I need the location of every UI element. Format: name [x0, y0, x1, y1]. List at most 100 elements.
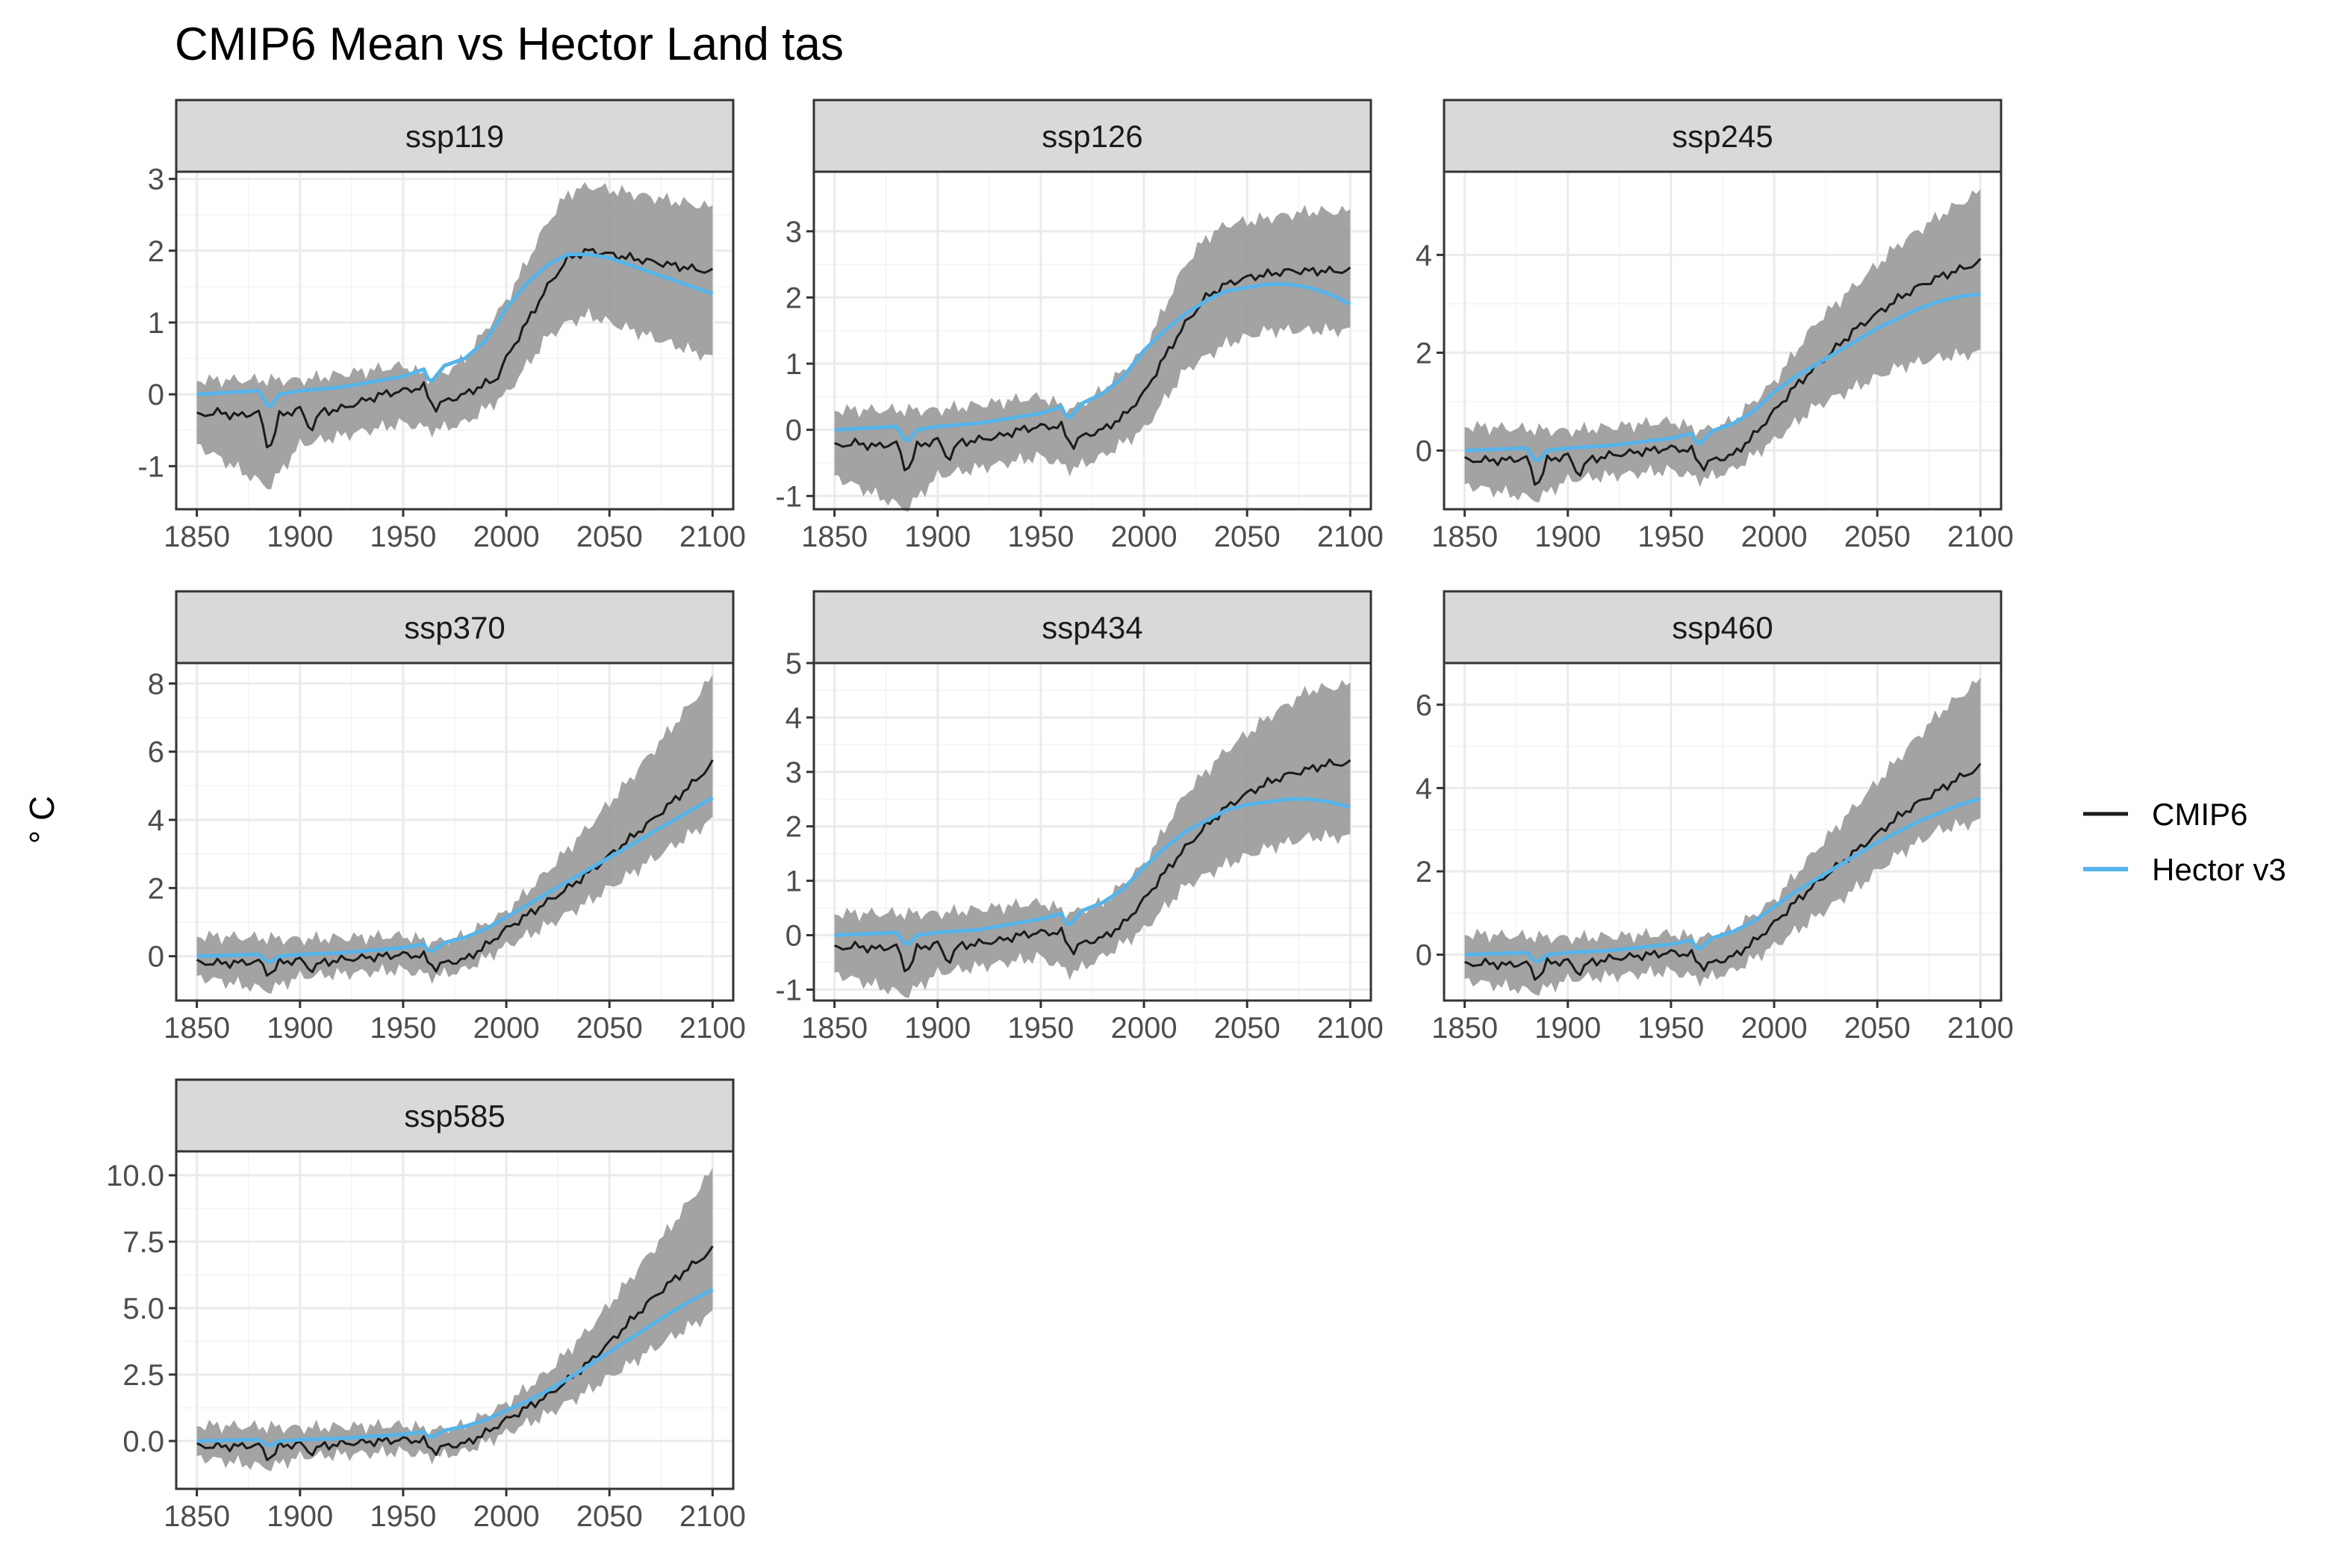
facet-strip-label: ssp460 — [1672, 610, 1773, 645]
facet-strip-label: ssp245 — [1672, 119, 1773, 154]
y-tick-label: 0 — [785, 920, 802, 953]
y-tick-label: 5.0 — [122, 1292, 164, 1325]
legend: CMIP6 Hector v3 — [2083, 797, 2286, 887]
legend-item: CMIP6 — [2083, 797, 2247, 832]
y-tick-label: 4 — [148, 804, 164, 837]
x-tick-label: 2100 — [1947, 520, 2014, 553]
y-tick-label: 1 — [785, 865, 802, 898]
x-tick-label: 1950 — [370, 520, 436, 553]
x-tick-label: 1950 — [1007, 520, 1074, 553]
x-tick-label: 1850 — [164, 1500, 230, 1533]
cmip6-range-band — [834, 205, 1351, 512]
cmip6-range-band — [1464, 189, 1981, 503]
x-tick-label: 2000 — [1111, 1012, 1177, 1045]
x-tick-label: 2000 — [1111, 520, 1177, 553]
cmip6-range-band — [1464, 677, 1981, 996]
facet-ssp126: ssp126 -1 0 1 2 3 1850 1900 1950 2000 2050 2100 — [775, 99, 1384, 553]
cmip6-line — [834, 758, 1351, 973]
x-tick-label: 2000 — [473, 1500, 540, 1533]
x-tick-label: 1950 — [370, 1500, 436, 1533]
facet-strip — [1443, 99, 2003, 173]
x-tick-label: 2000 — [1741, 1012, 1808, 1045]
facet-ssp460: ssp460 0 2 4 6 1850 1900 1950 2000 2050 2100 — [1416, 590, 2014, 1045]
x-tick-label: 1850 — [801, 1012, 868, 1045]
chart-title: CMIP6 Mean vs Hector Land tas — [175, 19, 844, 70]
y-tick-label: 10.0 — [106, 1160, 164, 1192]
facet-strip-label: ssp370 — [404, 610, 505, 645]
y-tick-label: 0 — [148, 941, 164, 974]
y-axis-label: ° C — [22, 796, 61, 844]
x-tick-label: 2050 — [1844, 520, 1911, 553]
panel-border — [175, 662, 735, 1002]
y-tick-label: 0 — [1416, 939, 1432, 972]
x-tick-label: 2100 — [1317, 1012, 1384, 1045]
x-tick-label: 2050 — [1214, 520, 1281, 553]
x-tick-label: 1950 — [370, 1012, 436, 1045]
facet-strip — [175, 99, 735, 173]
x-tick-label: 2050 — [576, 520, 643, 553]
cmip6-line — [196, 759, 714, 977]
cmip6-range-band — [196, 181, 713, 490]
x-tick-label: 1950 — [1007, 1012, 1074, 1045]
y-tick-label: 8 — [148, 668, 164, 700]
hector-line — [834, 282, 1351, 443]
y-tick-label: 7.5 — [122, 1226, 164, 1259]
legend-label: Hector v3 — [2152, 852, 2286, 887]
facet-strip — [1443, 590, 2003, 665]
facet-ssp370: ssp370 0 2 4 6 8 1850 1900 1950 2000 2050 2100 — [148, 590, 746, 1045]
x-tick-label: 2000 — [473, 520, 540, 553]
hector-line — [196, 1287, 714, 1448]
facet-ssp585: ssp585 0.0 2.5 5.0 7.5 10.0 1850 1900 1950 2000 20… — [106, 1078, 746, 1533]
facet-strip — [812, 99, 1372, 173]
y-tick-label: 3 — [785, 216, 802, 249]
x-tick-label: 1850 — [164, 520, 230, 553]
y-tick-label: 2 — [785, 811, 802, 844]
x-tick-label: 1900 — [1534, 520, 1601, 553]
x-tick-label: 2100 — [679, 1012, 746, 1045]
x-tick-label: 2050 — [576, 1500, 643, 1533]
x-tick-label: 2050 — [1844, 1012, 1911, 1045]
cmip6-line — [196, 248, 714, 449]
panel-border — [812, 662, 1372, 1002]
x-tick-label: 2100 — [679, 520, 746, 553]
hector-line — [196, 796, 714, 964]
y-tick-label: 6 — [1416, 689, 1432, 722]
x-tick-label: 2100 — [679, 1500, 746, 1533]
cmip6-range-band — [196, 674, 713, 995]
legend-label: CMIP6 — [2152, 797, 2247, 832]
y-tick-label: 3 — [785, 756, 802, 789]
facet-strip — [175, 1078, 735, 1153]
facet-strip-label: ssp434 — [1042, 610, 1142, 645]
hector-line — [1464, 796, 1982, 964]
facet-strip-label: ssp585 — [404, 1098, 505, 1133]
x-tick-label: 2100 — [1947, 1012, 2014, 1045]
cmip6-line — [1464, 762, 1982, 981]
x-tick-label: 1900 — [1534, 1012, 1601, 1045]
hector-line — [834, 797, 1351, 946]
y-tick-label: 2 — [148, 235, 164, 268]
y-tick-label: 2 — [1416, 856, 1432, 889]
facet-ssp119: ssp119 -1 0 1 2 3 1850 1900 1950 2000 2050 2100 — [137, 99, 746, 553]
y-tick-label: 1 — [785, 348, 802, 381]
facet-ssp434: ssp434 -1 0 1 2 3 4 5 1850 1900 1950 2000 2050 2100 — [775, 590, 1384, 1045]
y-tick-label: -1 — [775, 480, 802, 513]
hector-line — [196, 252, 714, 408]
x-tick-label: 2050 — [576, 1012, 643, 1045]
y-tick-label: 0.0 — [122, 1425, 164, 1458]
y-tick-label: 0 — [1416, 435, 1432, 467]
x-tick-label: 1900 — [267, 1500, 333, 1533]
panel-border — [1443, 662, 2003, 1002]
y-tick-label: -1 — [137, 450, 164, 483]
hector-line — [1464, 292, 1981, 462]
facet-strip-label: ssp126 — [1042, 119, 1142, 154]
facet-strip — [175, 590, 735, 665]
panel-border — [175, 1150, 735, 1490]
y-tick-label: 0 — [148, 379, 164, 411]
x-tick-label: 2100 — [1317, 520, 1384, 553]
facet-ssp245: ssp245 0 2 4 1850 1900 1950 2000 2050 2100 — [1416, 99, 2014, 553]
legend-item: Hector v3 — [2083, 852, 2286, 887]
x-tick-label: 1900 — [267, 1012, 333, 1045]
y-tick-label: 6 — [148, 736, 164, 769]
y-tick-label: 4 — [1416, 239, 1432, 272]
